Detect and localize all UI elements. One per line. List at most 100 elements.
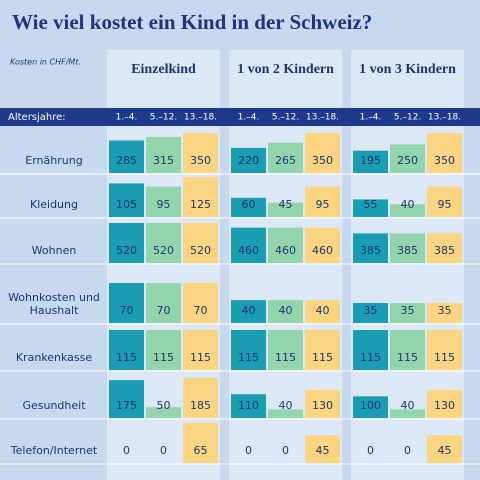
bar	[146, 186, 181, 217]
value-label: 115	[238, 351, 259, 364]
row-label: Wohnkosten und Haushalt	[8, 291, 100, 317]
group-title: 1 von 3 Kindern	[359, 62, 456, 77]
value-label: 350	[190, 154, 211, 167]
bar	[231, 227, 266, 263]
value-label: 45	[316, 444, 330, 457]
value-label: 115	[312, 351, 333, 364]
value-label: 110	[238, 399, 259, 412]
bar	[305, 186, 340, 217]
value-label: 70	[157, 304, 171, 317]
bar	[231, 394, 266, 418]
value-label: 0	[404, 444, 411, 457]
value-label: 520	[116, 244, 137, 257]
bar	[183, 177, 218, 217]
bar	[268, 409, 303, 418]
age-tick: 1.–4.	[360, 113, 382, 123]
bar	[183, 330, 218, 370]
bar	[353, 303, 388, 323]
bar	[109, 140, 144, 173]
value-label: 460	[275, 244, 296, 257]
value-label: 55	[364, 198, 378, 211]
value-label: 350	[434, 154, 455, 167]
bar	[353, 396, 388, 418]
value-label: 115	[153, 351, 174, 364]
group-title: Einzelkind	[131, 62, 196, 77]
age-tick: 13.–18.	[306, 113, 339, 123]
bar	[427, 186, 462, 217]
bar	[146, 137, 181, 173]
value-label: 175	[116, 399, 137, 412]
value-label: 0	[160, 444, 167, 457]
bar	[390, 204, 425, 217]
bar	[390, 144, 425, 173]
row-label: Telefon/Internet	[10, 444, 98, 457]
age-tick: 5.–12.	[272, 113, 299, 123]
age-tick: 13.–18.	[428, 113, 461, 123]
row-label: Krankenkasse	[15, 351, 93, 364]
row-label: Gesundheit	[22, 399, 86, 412]
value-label: 40	[316, 304, 330, 317]
bar	[231, 197, 266, 217]
value-label: 115	[190, 351, 211, 364]
bar	[231, 147, 266, 173]
value-label: 195	[360, 154, 381, 167]
bar	[146, 407, 181, 418]
value-label: 185	[190, 399, 211, 412]
value-label: 35	[438, 304, 452, 317]
bar	[109, 223, 144, 263]
bar	[427, 435, 462, 463]
value-label: 40	[279, 399, 293, 412]
bar	[109, 283, 144, 323]
value-label: 130	[312, 399, 333, 412]
bar	[268, 300, 303, 323]
bar	[390, 303, 425, 323]
bar	[231, 300, 266, 323]
value-label: 220	[238, 154, 259, 167]
value-label: 40	[279, 304, 293, 317]
age-tick: 5.–12.	[150, 113, 177, 123]
bar	[353, 233, 388, 263]
value-label: 115	[275, 351, 296, 364]
bar	[146, 223, 181, 263]
bar	[305, 435, 340, 463]
value-label: 115	[116, 351, 137, 364]
bar	[305, 227, 340, 263]
subtitle: Kosten in CHF/Mt.	[10, 58, 81, 67]
value-label: 100	[360, 399, 381, 412]
value-label: 115	[397, 351, 418, 364]
value-label: 35	[364, 304, 378, 317]
bar	[183, 133, 218, 173]
chart-title: Wie viel kostet ein Kind in der Schweiz?	[12, 10, 372, 34]
value-label: 460	[312, 244, 333, 257]
bar	[268, 142, 303, 173]
bar	[427, 389, 462, 418]
group-title: 1 von 2 Kindern	[237, 62, 334, 77]
value-label: 65	[194, 444, 208, 457]
value-label: 315	[153, 154, 174, 167]
value-label: 265	[275, 154, 296, 167]
value-label: 70	[194, 304, 208, 317]
value-label: 115	[434, 351, 455, 364]
bar	[427, 133, 462, 173]
bar	[353, 199, 388, 217]
value-label: 385	[434, 244, 455, 257]
age-tick: 5.–12.	[394, 113, 421, 123]
value-label: 125	[190, 198, 211, 211]
bar	[305, 133, 340, 173]
value-label: 0	[282, 444, 289, 457]
value-label: 0	[123, 444, 130, 457]
bar	[427, 303, 462, 323]
value-label: 95	[157, 198, 171, 211]
bar	[146, 330, 181, 370]
age-tick: 1.–4.	[116, 113, 138, 123]
row-label: Ernährung	[25, 154, 83, 167]
value-label: 520	[153, 244, 174, 257]
value-label: 40	[242, 304, 256, 317]
age-tick: 13.–18.	[184, 113, 217, 123]
row-label: Kleidung	[29, 198, 78, 211]
bar	[427, 233, 462, 263]
value-label: 95	[438, 198, 452, 211]
bar	[183, 423, 218, 463]
